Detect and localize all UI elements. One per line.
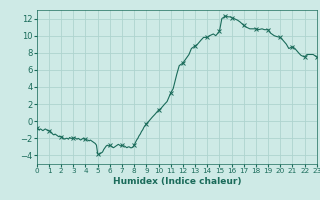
X-axis label: Humidex (Indice chaleur): Humidex (Indice chaleur) bbox=[113, 177, 241, 186]
